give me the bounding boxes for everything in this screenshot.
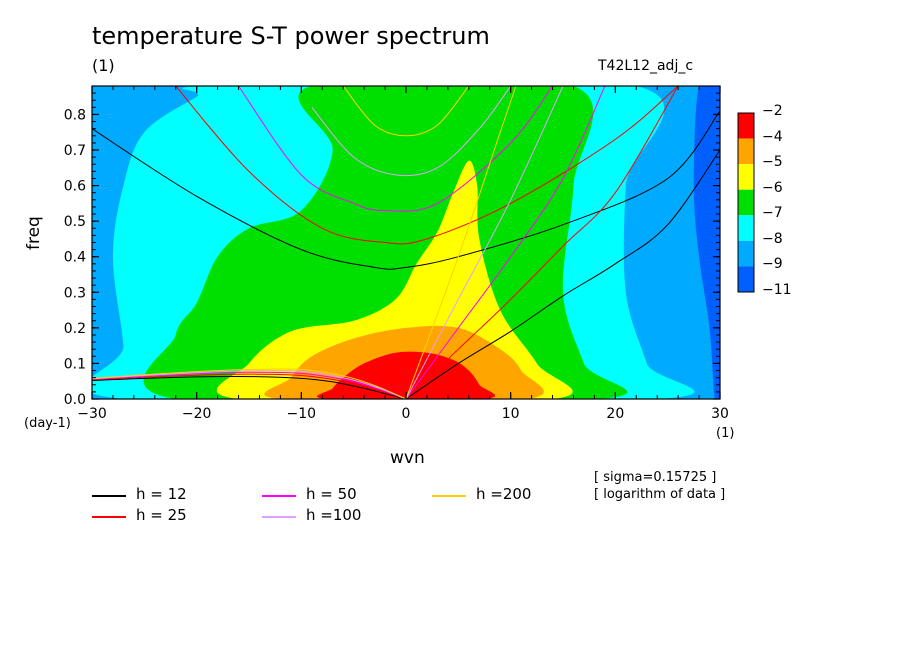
- contour-region: [317, 351, 495, 399]
- y-tick-label: 0.8: [64, 107, 86, 123]
- colorbar-swatch: [738, 240, 754, 267]
- y-tick-label: 0.7: [64, 143, 86, 159]
- x-tick-label: 10: [502, 406, 520, 422]
- dispersion-curve-rossby: [92, 370, 407, 399]
- legend-line: [262, 495, 296, 497]
- x-tick-label: −30: [77, 406, 107, 422]
- legend-label: h =200: [476, 485, 532, 503]
- colorbar-label: −4: [762, 128, 783, 145]
- dispersion-curve-kelvin: [405, 86, 564, 399]
- colorbar-swatch: [738, 215, 754, 241]
- y-axis-unit: (day-1): [24, 416, 71, 431]
- y-tick-label: 0.6: [64, 179, 86, 195]
- legend-line: [92, 495, 126, 497]
- dispersion-curve-ig: [342, 86, 470, 137]
- legend-label: h = 50: [306, 485, 357, 503]
- x-tick-label: −10: [287, 406, 317, 422]
- colorbar-label: −2: [762, 103, 783, 119]
- legend-label: h =100: [306, 506, 362, 524]
- log-info: [ logarithm of data ]: [594, 487, 726, 502]
- colorbar-swatch: [738, 138, 754, 165]
- x-tick-label: −20: [182, 406, 212, 422]
- y-tick-label: 0.2: [64, 321, 86, 337]
- x-tick-label: 0: [402, 406, 411, 422]
- y-tick-label: 0.4: [64, 250, 86, 266]
- x-axis-label: wvn: [390, 448, 425, 468]
- colorbar-swatch: [738, 164, 754, 190]
- colorbar-label: −8: [762, 230, 783, 247]
- dispersion-curve-kelvin: [405, 86, 679, 399]
- legend-line: [262, 516, 296, 518]
- dispersion-curve-rossby: [92, 368, 407, 399]
- x-axis-unit: (1): [716, 426, 735, 441]
- dispersion-curve-ig: [92, 110, 720, 270]
- y-tick-label: 0.1: [64, 356, 86, 372]
- dispersion-curve-ig: [311, 86, 512, 177]
- colorbar-label: −6: [762, 179, 783, 196]
- dispersion-curve-kelvin: [405, 86, 606, 399]
- chart-subtitle-unit: (1): [92, 56, 115, 75]
- legend-line: [432, 495, 466, 497]
- colorbar-frame: [737, 112, 755, 293]
- y-tick-label: 0.0: [64, 392, 86, 408]
- contour-region: [693, 86, 720, 399]
- colorbar-label: −11: [762, 282, 792, 298]
- y-axis-label: freq: [24, 216, 44, 250]
- dispersion-curve-rossby: [92, 373, 407, 399]
- dispersion-curve-kelvin: [405, 149, 720, 399]
- colorbar-swatch: [738, 266, 754, 292]
- dispersion-curve-kelvin: [405, 86, 517, 399]
- dispersion-curve-ig: [175, 86, 679, 245]
- legend-label: h = 25: [136, 506, 187, 524]
- sigma-info: [ sigma=0.15725 ]: [594, 470, 717, 485]
- chart-title: temperature S-T power spectrum: [92, 22, 490, 50]
- y-tick-label: 0.3: [64, 285, 86, 301]
- colorbar-label: −7: [762, 205, 783, 222]
- x-tick-label: 30: [711, 406, 729, 422]
- x-tick-label: 20: [606, 406, 624, 422]
- dispersion-curve-ig: [238, 86, 553, 212]
- y-tick-label: 0.5: [64, 214, 86, 230]
- dispersion-curve-rossby: [92, 376, 407, 399]
- legend-label: h = 12: [136, 485, 187, 503]
- colorbar-swatch: [738, 189, 754, 216]
- colorbar-swatch: [738, 113, 754, 139]
- dispersion-curve-rossby: [92, 371, 407, 399]
- experiment-label: T42L12_adj_c: [598, 58, 694, 74]
- colorbar-label: −5: [762, 154, 783, 171]
- colorbar-label: −9: [762, 256, 783, 273]
- legend-line: [92, 516, 126, 518]
